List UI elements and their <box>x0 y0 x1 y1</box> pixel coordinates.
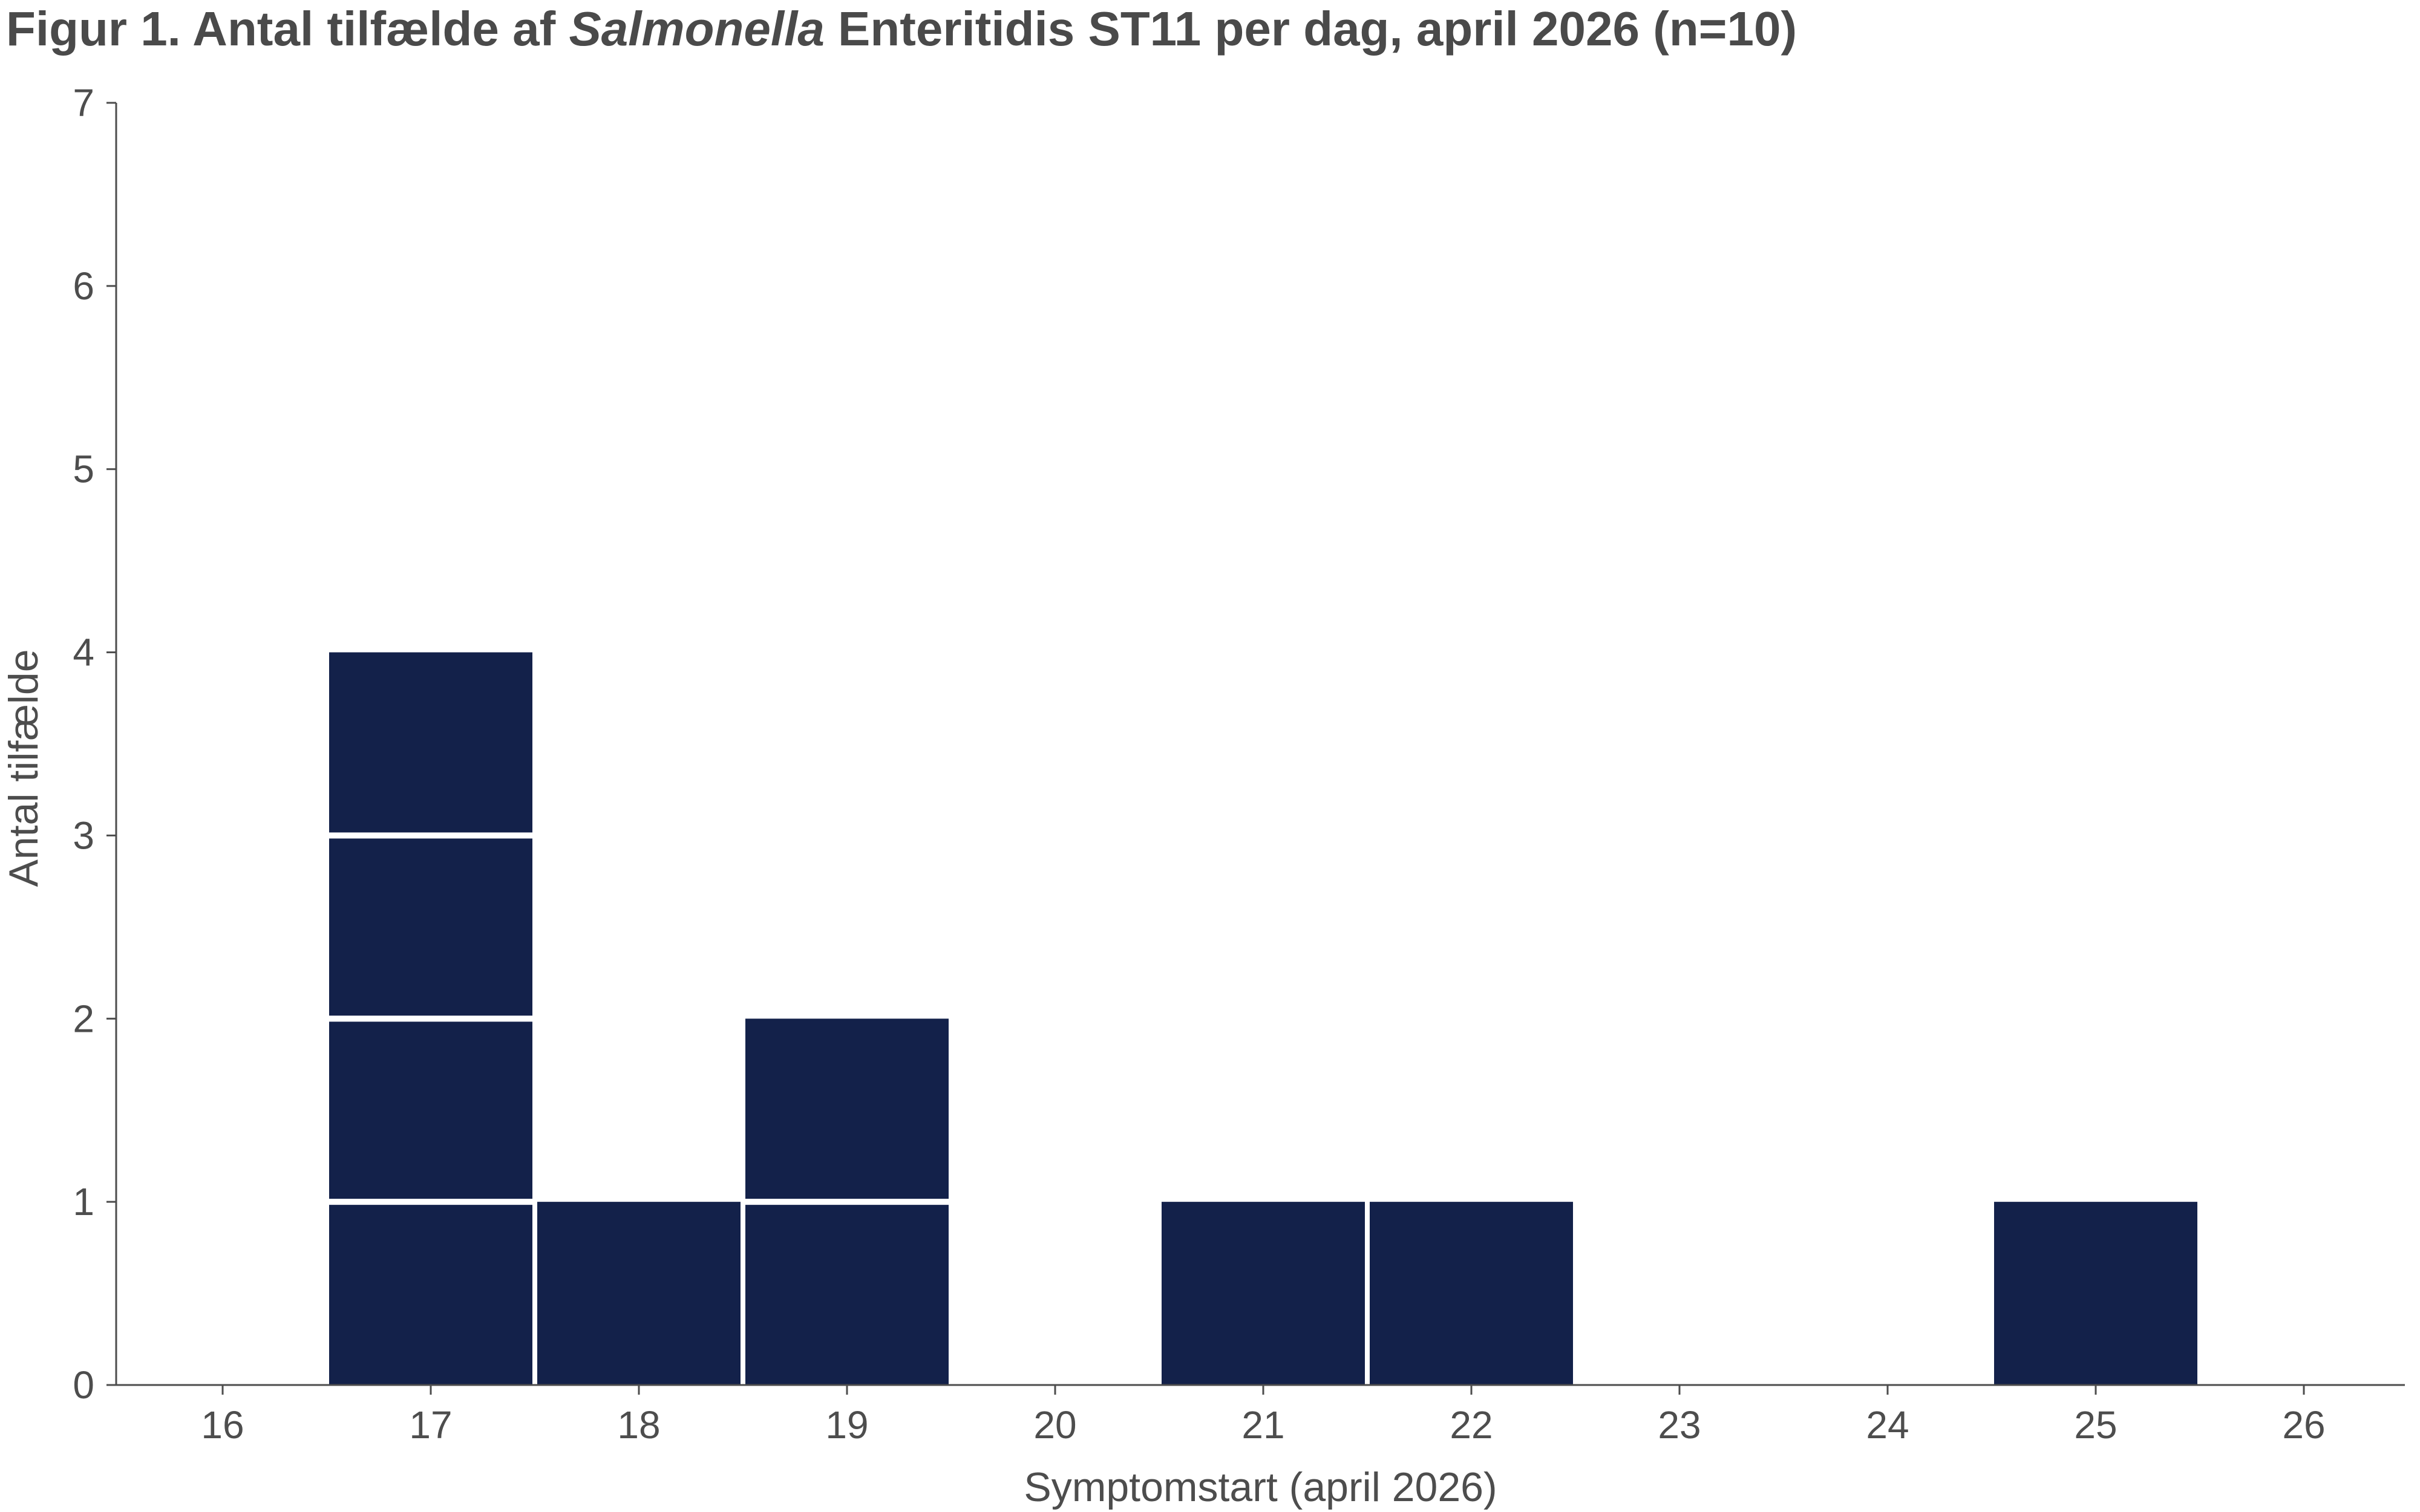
chart-title: Figur 1. Antal tilfælde af Salmonella En… <box>6 0 1797 58</box>
bar-case-25-1 <box>1994 1202 2197 1385</box>
chart-title-italic: Salmonella <box>569 2 825 56</box>
y-axis-title: Antal tilfælde <box>1 649 47 887</box>
chart-title-suffix: Enteritidis ST11 per dag, april 2026 (n=… <box>824 2 1797 56</box>
x-tick-label: 20 <box>1033 1403 1076 1447</box>
bar-case-22-1 <box>1370 1202 1573 1385</box>
x-axis-title: Symptomstart (april 2026) <box>1024 1464 1497 1510</box>
x-tick-label: 26 <box>2282 1403 2325 1447</box>
x-tick-label: 16 <box>201 1403 244 1447</box>
x-tick-label: 17 <box>409 1403 452 1447</box>
y-tick-label: 4 <box>73 631 94 674</box>
y-tick-label: 3 <box>73 813 94 857</box>
x-tick-label: 25 <box>2074 1403 2117 1447</box>
bar-case-18-1 <box>537 1202 741 1385</box>
y-tick-label: 5 <box>73 448 94 491</box>
bar-case-21-1 <box>1162 1202 1365 1385</box>
y-tick-label: 1 <box>73 1180 94 1224</box>
bar-case-19-2 <box>745 1018 949 1199</box>
bar-case-17-1 <box>329 1205 532 1385</box>
y-tick-label: 7 <box>73 81 94 125</box>
bar-case-17-3 <box>329 838 532 1016</box>
x-tick-label: 18 <box>617 1403 660 1447</box>
y-tick-label: 6 <box>73 264 94 308</box>
y-tick-label: 2 <box>73 997 94 1040</box>
bar-case-17-2 <box>329 1022 532 1199</box>
chart-title-prefix: Figur 1. Antal tilfælde af <box>6 2 569 56</box>
bar-case-19-1 <box>745 1205 949 1385</box>
axes-group <box>115 103 2405 1386</box>
y-ticks-group: 0 1 2 3 4 5 6 7 <box>73 81 116 1407</box>
x-tick-label: 24 <box>1866 1403 1909 1447</box>
bar-case-17-4 <box>329 652 532 833</box>
bars-group <box>329 652 2197 1385</box>
y-tick-label: 0 <box>73 1363 94 1407</box>
x-tick-label: 22 <box>1450 1403 1493 1447</box>
x-tick-label: 21 <box>1241 1403 1284 1447</box>
x-ticks-group: 16 17 18 19 20 21 22 23 24 25 26 <box>201 1385 2326 1447</box>
x-tick-label: 23 <box>1658 1403 1701 1447</box>
x-tick-label: 19 <box>825 1403 868 1447</box>
